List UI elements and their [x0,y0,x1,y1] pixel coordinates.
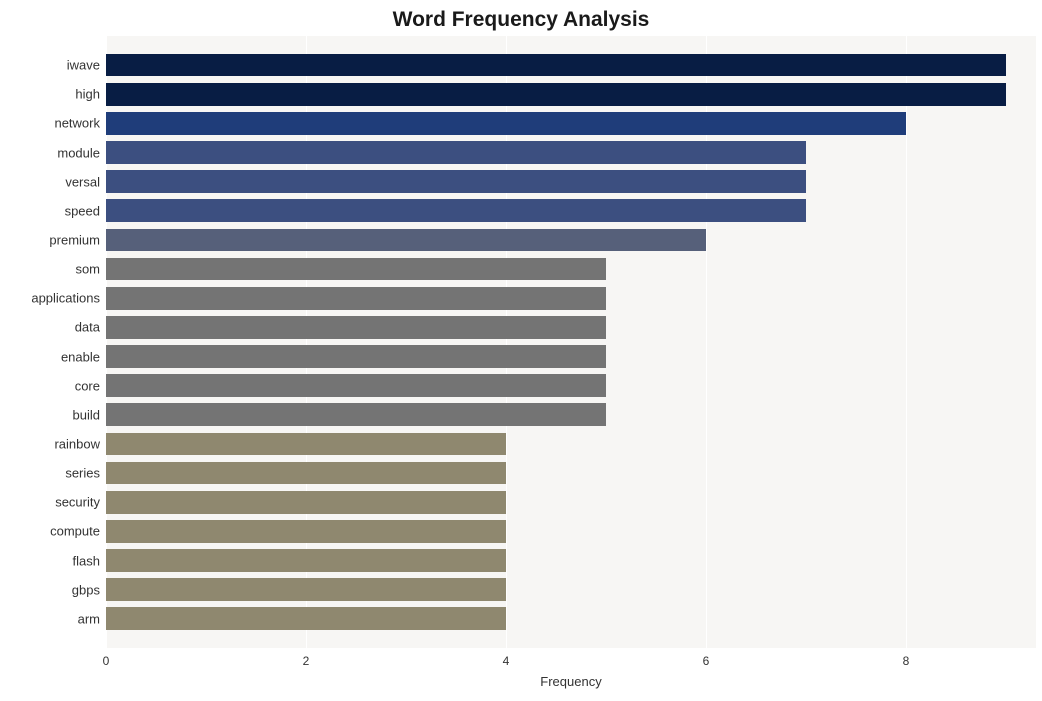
bar [106,433,506,456]
word-frequency-chart: Word Frequency Analysis 0 2 4 6 8 Frequency iw… [0,0,1042,701]
x-axis-label: Frequency [540,674,601,689]
bar [106,374,606,397]
x-tick-label: 8 [903,654,910,668]
y-tick-label: high [75,87,100,102]
y-tick-label: gbps [72,582,100,597]
y-tick-label: network [54,116,100,131]
bar [106,229,706,252]
x-tick-label: 6 [703,654,710,668]
y-tick-label: compute [50,524,100,539]
bar [106,199,806,222]
bar [106,549,506,572]
grid-line [906,36,907,648]
bar [106,403,606,426]
y-tick-label: iwave [67,58,100,73]
chart-title: Word Frequency Analysis [0,8,1042,32]
bar [106,54,1006,77]
bar [106,112,906,135]
y-tick-label: module [57,145,100,160]
y-tick-label: premium [49,233,100,248]
bar [106,345,606,368]
y-tick-label: som [75,262,100,277]
bar [106,287,606,310]
x-tick-label: 2 [303,654,310,668]
plot-area [106,36,1036,648]
bar [106,170,806,193]
bar [106,83,1006,106]
y-tick-label: data [75,320,100,335]
y-tick-label: core [75,378,100,393]
bar [106,462,506,485]
y-tick-label: arm [78,611,100,626]
y-tick-label: applications [31,291,100,306]
y-tick-label: security [55,495,100,510]
y-tick-label: versal [65,174,100,189]
x-tick-label: 0 [103,654,110,668]
bar [106,578,506,601]
x-tick-label: 4 [503,654,510,668]
bar [106,141,806,164]
y-tick-label: build [73,407,100,422]
bar [106,607,506,630]
y-tick-label: enable [61,349,100,364]
bar [106,258,606,281]
bar [106,520,506,543]
y-tick-label: flash [73,553,100,568]
y-tick-label: speed [65,203,100,218]
y-tick-label: rainbow [54,437,100,452]
y-tick-label: series [65,466,100,481]
bar [106,316,606,339]
bar [106,491,506,514]
